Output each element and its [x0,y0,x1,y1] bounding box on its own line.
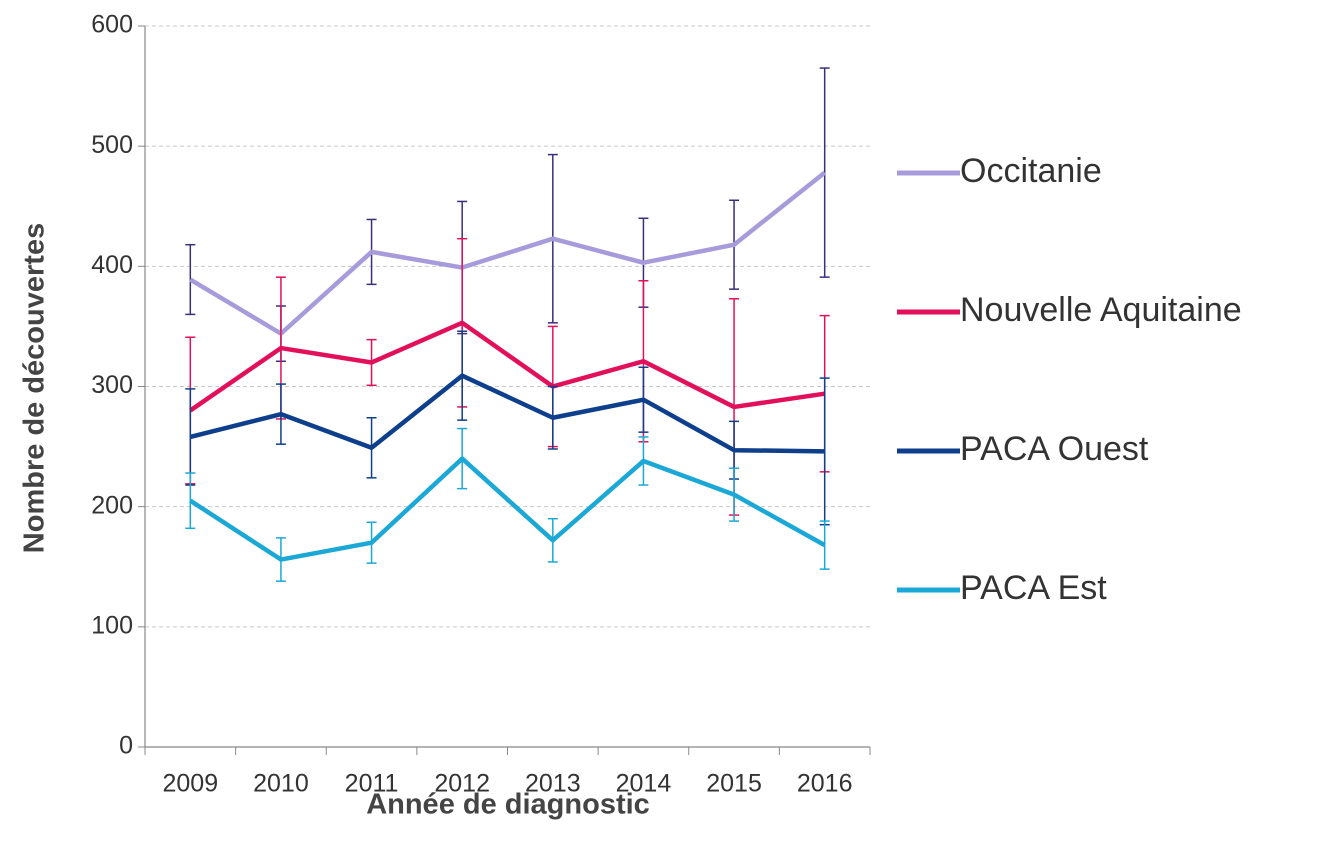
y-tick-label: 400 [91,251,133,279]
legend-label: Occitanie [960,152,1102,190]
series-line [189,320,826,413]
x-tick-label: 2011 [345,770,399,798]
series-line [189,456,826,562]
x-tick-label: 2016 [797,770,853,798]
y-axis-title: Nombre de découvertes [19,223,51,553]
y-tick-label: 0 [119,732,133,760]
x-tick-label: 2014 [616,770,672,798]
y-tick-label: 200 [91,491,133,519]
x-tick-label: 2012 [434,770,490,798]
series-line [189,373,825,454]
x-tick-label: 2009 [163,770,219,798]
x-axis-title: Année de diagnostic [366,789,650,821]
y-tick-label: 600 [91,11,133,39]
legend-label: PACA Ouest [960,430,1149,468]
x-tick-label: 2010 [253,770,309,798]
series-line [189,170,827,336]
x-tick-label: 2015 [706,770,762,798]
legend-label: PACA Est [960,569,1107,607]
y-tick-label: 100 [91,611,133,639]
x-tick-label: 2013 [525,770,581,798]
y-tick-label: 300 [91,371,133,399]
legend-label: Nouvelle Aquitaine [960,291,1242,329]
y-tick-label: 500 [91,131,133,159]
